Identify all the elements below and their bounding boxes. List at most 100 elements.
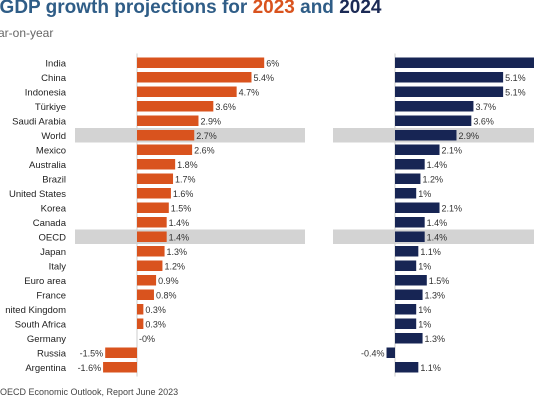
data-label-2024: 1.4% xyxy=(427,160,448,170)
data-label-2023: 0.3% xyxy=(145,305,166,315)
data-label-2024: 1% xyxy=(418,189,431,199)
bar-2023 xyxy=(137,159,176,170)
bar-2023 xyxy=(137,275,157,286)
bar-2023 xyxy=(103,362,137,373)
bar-2023 xyxy=(137,260,163,271)
bar-2024 xyxy=(395,275,427,286)
data-label-2023: 1.5% xyxy=(171,203,192,213)
data-label-2023: 1.8% xyxy=(177,160,198,170)
bar-2024 xyxy=(395,231,425,242)
data-label-2023: 1.2% xyxy=(164,261,185,271)
bar-2024 xyxy=(395,202,440,213)
category-label: Germany xyxy=(27,334,66,345)
data-label-2024: 1% xyxy=(418,319,431,329)
category-label: Euro area xyxy=(24,276,66,287)
source-note: OECD Economic Outlook, Report June 2023 xyxy=(0,387,179,397)
chart-title: l GDP growth projections for 2023 and 20… xyxy=(0,0,382,18)
bar-2024 xyxy=(395,144,440,155)
bar-2024 xyxy=(395,318,417,329)
data-label-2024: 3.6% xyxy=(473,116,494,126)
data-label-2024: 2.1% xyxy=(442,145,463,155)
category-label: Türkiye xyxy=(35,102,66,113)
category-label: United States xyxy=(9,189,66,200)
chart-subtitle: ar-on-year xyxy=(0,26,54,40)
category-label: India xyxy=(45,58,66,69)
data-label-2024: 1.3% xyxy=(425,334,446,344)
bar-2024 xyxy=(395,304,417,315)
category-label: Indonesia xyxy=(25,87,67,98)
data-label-2023: 1.3% xyxy=(167,247,188,257)
bar-2024 xyxy=(395,246,419,257)
category-label: World xyxy=(41,131,66,142)
data-label-2023: 2.7% xyxy=(196,131,217,141)
bar-2023 xyxy=(137,115,199,126)
data-label-2023: 2.9% xyxy=(200,116,221,126)
category-label: Italy xyxy=(49,261,67,272)
category-label: Brazil xyxy=(42,174,66,185)
category-label: Argentina xyxy=(25,363,66,374)
bar-2024 xyxy=(395,57,534,68)
data-label-2024: 1.3% xyxy=(425,290,446,300)
data-label-2024: 1% xyxy=(418,305,431,315)
bar-2024 xyxy=(395,188,417,199)
data-label-2024: 3.7% xyxy=(475,102,496,112)
bar-2023 xyxy=(137,57,265,68)
bar-2023 xyxy=(137,86,237,97)
category-label: OECD xyxy=(39,232,67,243)
bar-2023 xyxy=(137,173,174,184)
bar-2024 xyxy=(395,130,457,141)
bar-2024 xyxy=(386,347,395,358)
bar-2023 xyxy=(137,202,169,213)
highlight-band-2023 xyxy=(75,229,305,244)
data-label-2023: -1.6% xyxy=(78,363,102,373)
bar-2024 xyxy=(395,86,504,97)
data-label-2023: 1.4% xyxy=(169,218,190,228)
bar-2024 xyxy=(395,101,474,112)
bar-2024 xyxy=(395,115,472,126)
bar-2024 xyxy=(395,72,504,83)
bar-2024 xyxy=(395,159,425,170)
data-label-2023: 2.6% xyxy=(194,145,215,155)
bar-2024 xyxy=(395,173,421,184)
bar-2024 xyxy=(395,333,423,344)
category-label: Australia xyxy=(29,160,67,171)
data-label-2024: 1.5% xyxy=(429,276,450,286)
category-label: nited Kingdom xyxy=(5,305,66,316)
bar-2023 xyxy=(105,347,137,358)
data-label-2023: 6% xyxy=(266,58,279,68)
bar-2023 xyxy=(137,144,193,155)
category-label: Canada xyxy=(33,218,67,229)
data-label-2024: 1.2% xyxy=(422,174,443,184)
data-label-2024: -0.4% xyxy=(361,348,385,358)
data-label-2023: 0.3% xyxy=(145,319,166,329)
category-label: China xyxy=(41,73,67,84)
bar-2023 xyxy=(137,246,165,257)
data-label-2024: 2.1% xyxy=(442,203,463,213)
category-label: Mexico xyxy=(36,145,66,156)
bar-2024 xyxy=(395,362,419,373)
bar-2023 xyxy=(137,304,144,315)
data-label-2023: 1.7% xyxy=(175,174,196,184)
category-label: Saudi Arabia xyxy=(12,116,67,127)
data-label-2024: 1.4% xyxy=(427,218,448,228)
bar-2023 xyxy=(137,130,195,141)
bar-2023 xyxy=(137,101,214,112)
data-label-2023: 1.4% xyxy=(169,232,190,242)
data-label-2023: 1.6% xyxy=(173,189,194,199)
category-label: France xyxy=(36,290,66,301)
data-label-2024: 5.1% xyxy=(505,87,526,97)
data-label-2023: 3.6% xyxy=(215,102,236,112)
data-label-2024: 1.4% xyxy=(427,232,448,242)
data-label-2024: 2.9% xyxy=(458,131,479,141)
category-label: Russia xyxy=(37,348,67,359)
bar-2024 xyxy=(395,217,425,228)
bar-2023 xyxy=(137,231,167,242)
highlight-band-2024 xyxy=(333,229,534,244)
data-label-2023: -1.5% xyxy=(80,348,104,358)
bar-2023 xyxy=(137,72,252,83)
bar-2023 xyxy=(137,289,154,300)
data-label-2024: 1.1% xyxy=(420,247,441,257)
bar-2023 xyxy=(137,217,167,228)
data-label-2023: 0.9% xyxy=(158,276,179,286)
